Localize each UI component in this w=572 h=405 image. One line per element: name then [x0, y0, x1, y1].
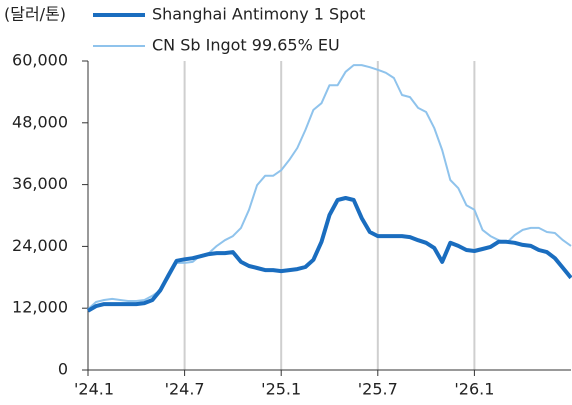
legend-label: Shanghai Antimony 1 Spot — [152, 5, 365, 24]
y-tick-label: 12,000 — [12, 298, 68, 317]
x-tick-label: '25.1 — [261, 380, 301, 399]
y-tick-label: 48,000 — [12, 112, 68, 131]
x-tick-label: '24.7 — [165, 380, 205, 399]
legend-label: CN Sb Ingot 99.65% EU — [152, 36, 340, 55]
y-tick-label: 36,000 — [12, 174, 68, 193]
x-tick-label: '24.1 — [74, 380, 114, 399]
x-tick-label: '26.1 — [454, 380, 494, 399]
line-series — [86, 196, 572, 313]
line-series — [87, 64, 572, 310]
y-tick-label: 60,000 — [12, 51, 68, 70]
x-tick-label: '25.7 — [358, 380, 398, 399]
y-axis-label: (달러/톤) — [4, 5, 66, 24]
y-tick-label: 24,000 — [12, 236, 68, 255]
y-tick-label: 0 — [58, 360, 68, 379]
